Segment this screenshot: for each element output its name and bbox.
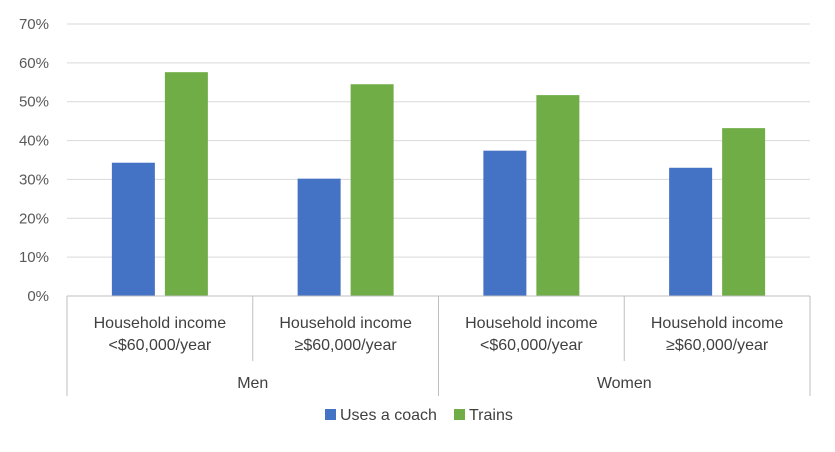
y-tick-label: 70% (19, 16, 49, 33)
category-label-line1: Household income (465, 315, 598, 332)
y-tick-label: 60% (19, 55, 49, 72)
x-axis-category-labels: Household income <$60,000/year Household i… (94, 315, 784, 392)
group-label: Women (597, 375, 652, 392)
category-label-line2: ≥$60,000/year (666, 337, 769, 354)
y-tick-label: 10% (19, 249, 49, 266)
bars (111, 72, 766, 296)
category-label-line2: <$60,000/year (480, 337, 583, 354)
y-tick-label: 0% (27, 288, 49, 305)
y-tick-label: 50% (19, 94, 49, 111)
bar-uses-a-coach (669, 167, 713, 296)
bar-trains (350, 84, 394, 296)
x-axis (66, 295, 811, 396)
y-tick-label: 30% (19, 171, 49, 188)
y-tick-label: 20% (19, 210, 49, 227)
bar-uses-a-coach (483, 150, 527, 296)
legend: Uses a coach Trains (325, 407, 513, 424)
category-label-line1: Household income (279, 315, 412, 332)
bar-trains (536, 95, 580, 296)
category-label-line2: <$60,000/year (109, 337, 212, 354)
legend-label: Trains (469, 407, 513, 424)
bar-trains (722, 128, 766, 296)
category-label-line2: ≥$60,000/year (295, 337, 398, 354)
bar-uses-a-coach (297, 178, 341, 296)
bar-trains (164, 72, 208, 296)
legend-label: Uses a coach (340, 407, 437, 424)
category-label-line1: Household income (651, 315, 784, 332)
legend-swatch (325, 409, 336, 420)
legend-swatch (454, 409, 465, 420)
y-axis-tick-labels: 0% 10% 20% 30% 40% 50% 60% 70% (19, 16, 49, 305)
y-tick-label: 40% (19, 133, 49, 150)
category-label-line1: Household income (94, 315, 227, 332)
group-label: Men (237, 375, 268, 392)
bar-uses-a-coach (111, 162, 155, 296)
